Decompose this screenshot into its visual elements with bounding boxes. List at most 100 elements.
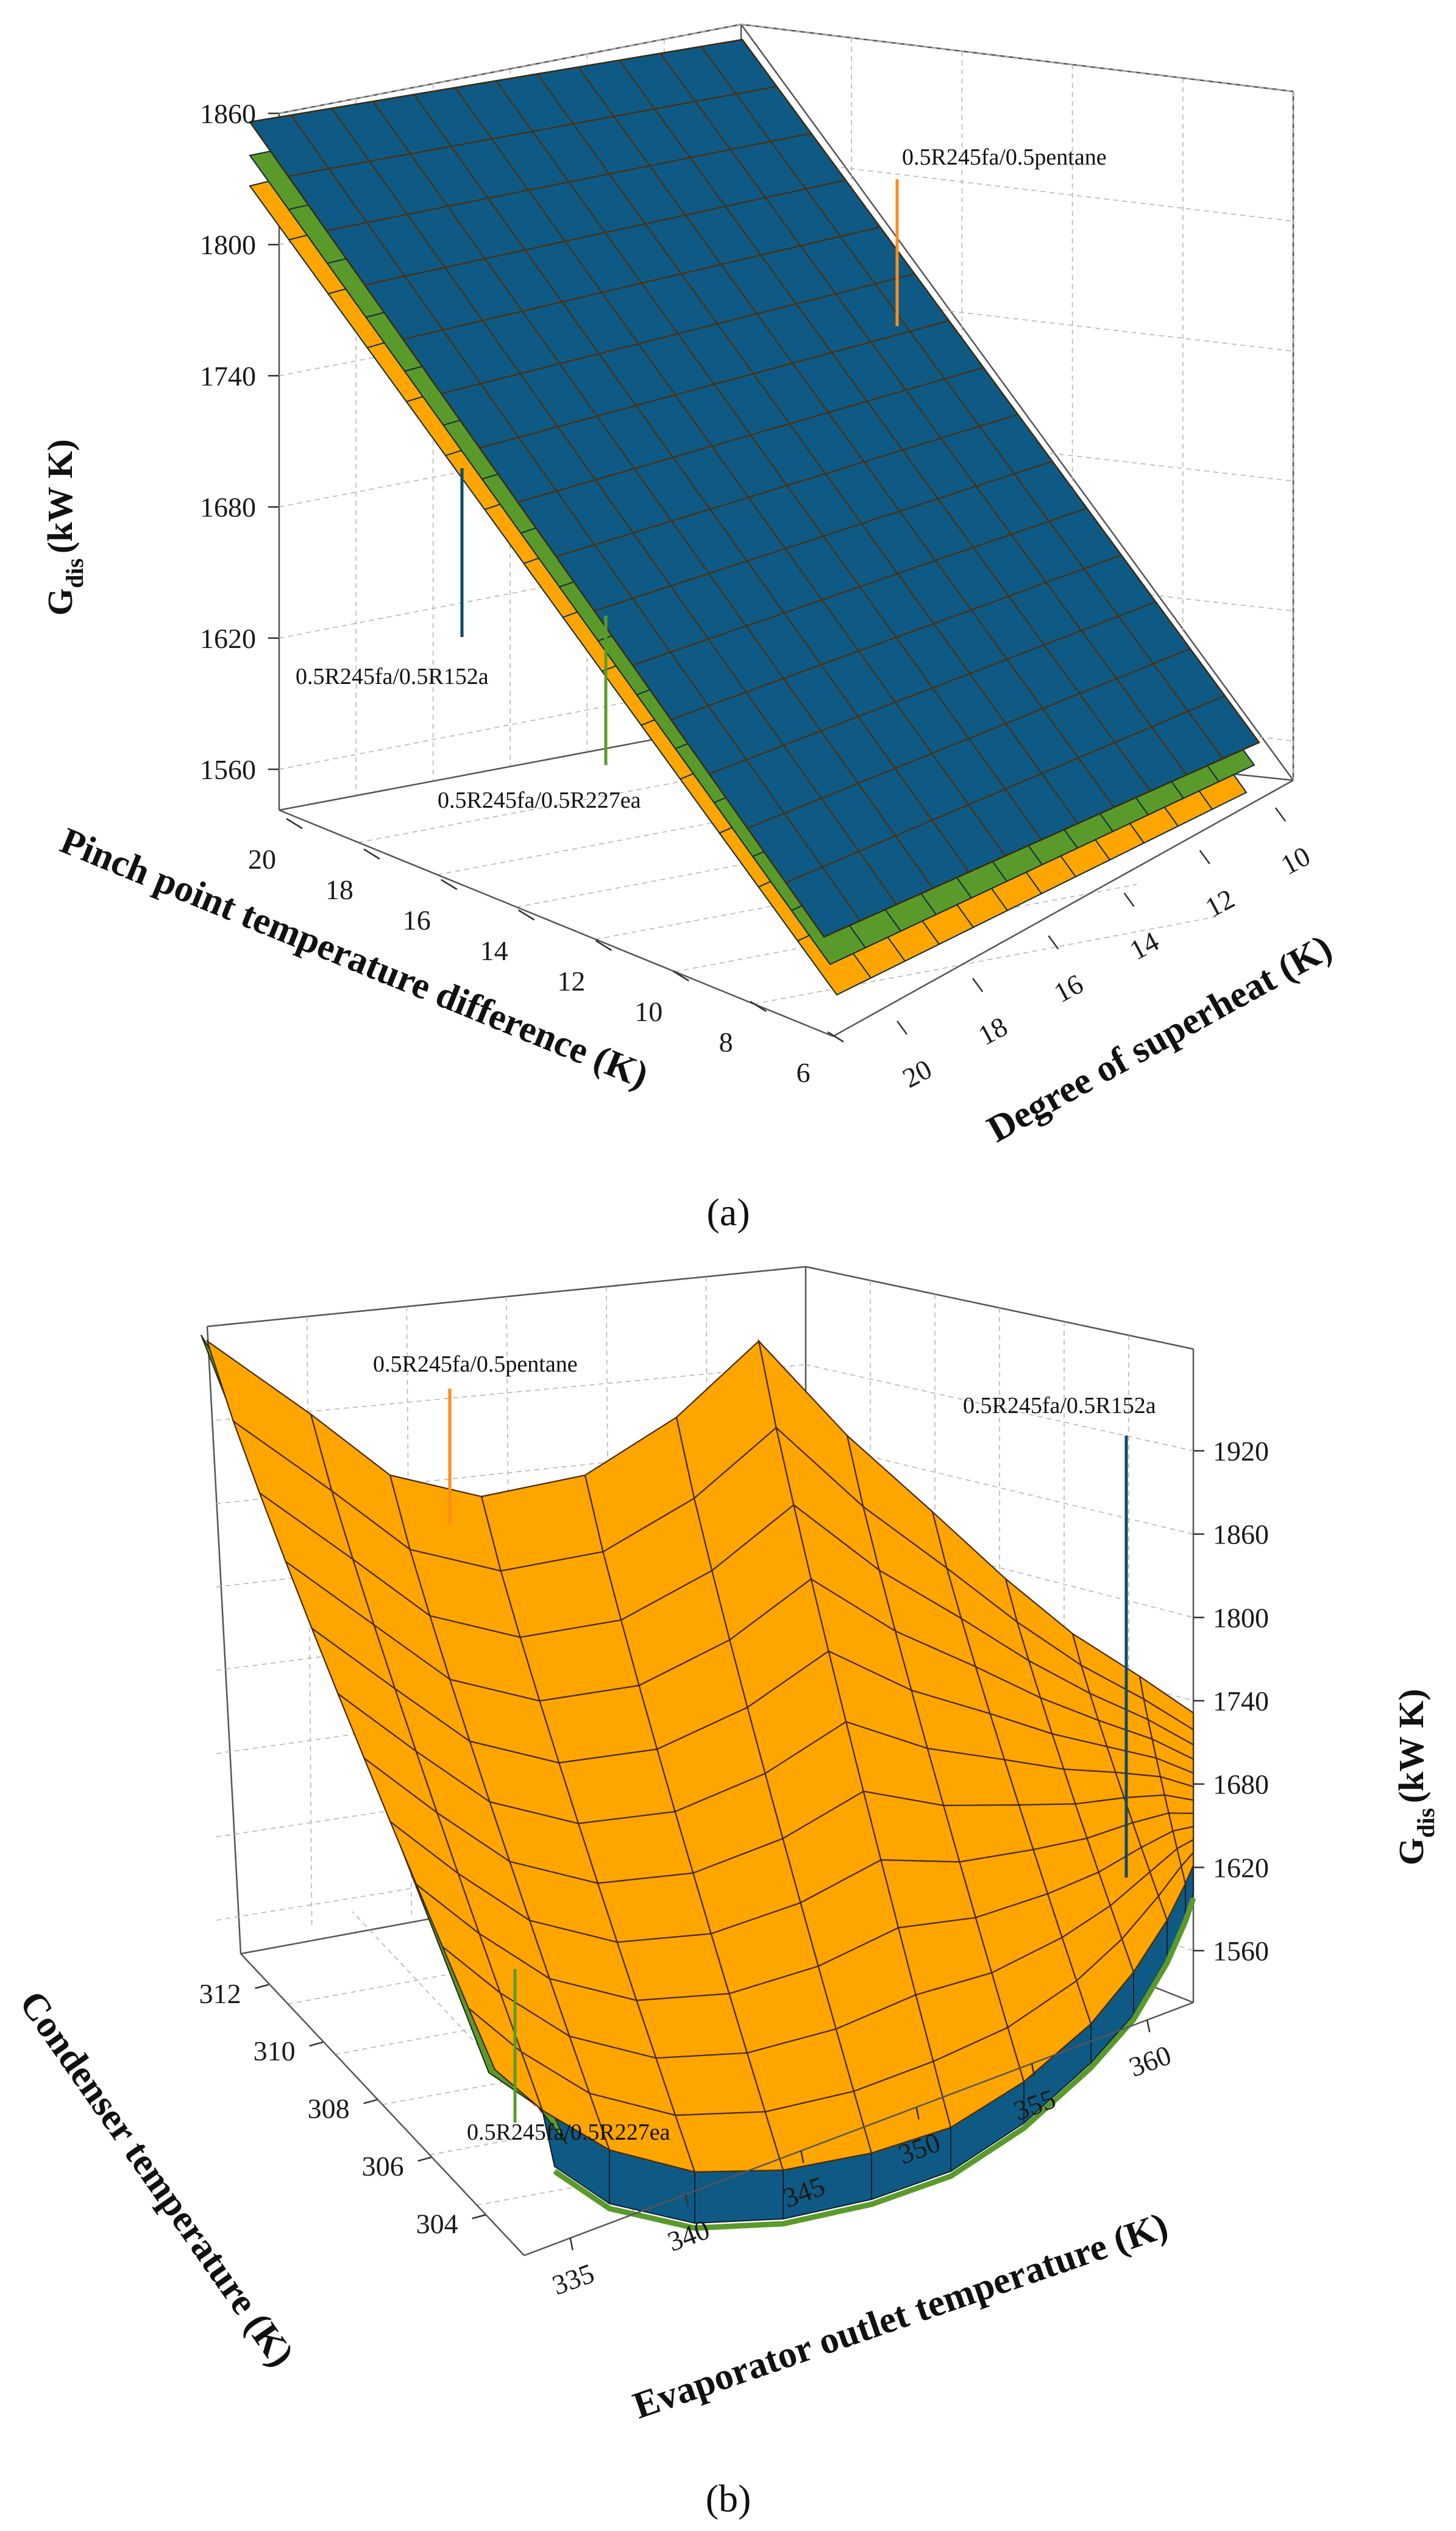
surface-mesh-line — [326, 132, 812, 232]
panel-b: 1920 1860 1800 1740 1680 1620 1560 312 310 308 306… — [12, 1266, 1440, 2520]
z-tick-label: 1920 — [1213, 1436, 1269, 1467]
y-tick-label: 20 — [897, 1053, 937, 1094]
y-tick-label: 10 — [1276, 840, 1315, 881]
x-tick-label: 308 — [308, 2093, 350, 2124]
y-tick-mark — [1199, 850, 1210, 864]
x-tick-mark — [363, 2099, 377, 2104]
y-tick-label: 12 — [1200, 883, 1240, 924]
x-tick-label: 20 — [248, 844, 276, 875]
surface-mesh-line — [290, 115, 861, 922]
x-tick-label: 6 — [797, 1057, 811, 1088]
panel-a-surfaces — [248, 38, 1260, 996]
z-tick-label: 1860 — [1213, 1519, 1269, 1550]
surface-0.5R245fa/0.5pentane — [205, 1339, 1195, 2173]
surface-cell — [1114, 1771, 1166, 1799]
x-tick-label: 310 — [254, 2035, 296, 2066]
y-tick-mark — [972, 978, 984, 992]
panel-a-caption: (a) — [706, 1191, 750, 1234]
y-tick-label: 360 — [1125, 2039, 1175, 2083]
panel-b-x-axis-line — [240, 1953, 525, 2256]
surface-mesh-line — [536, 73, 1079, 824]
x-tick-label: 8 — [719, 1027, 733, 1058]
surface-mesh-line — [785, 695, 1225, 883]
panel-a: 1860180017401680162015602018161412108610… — [40, 23, 1339, 1234]
surface-mesh-line — [556, 413, 1018, 558]
z-tick-label: 1680 — [1213, 1769, 1269, 1800]
y-tick-label: 335 — [548, 2257, 598, 2301]
x-tick-mark — [441, 878, 458, 891]
z-tick-label: 1620 — [200, 623, 256, 654]
panel-b-y-axis-line — [524, 2001, 1194, 2257]
annotation-r152a-b: 0.5R245fa/0.5R152a — [963, 1393, 1156, 1419]
z-gridline-left — [216, 1364, 806, 1421]
z-tick-label: 1560 — [1213, 1935, 1269, 1967]
y-tick-mark — [915, 2107, 920, 2120]
surface-mesh-line — [709, 601, 1156, 775]
x-tick-mark — [517, 909, 535, 921]
y-tick-mark — [569, 2238, 574, 2251]
z-gridline-right — [740, 24, 1294, 92]
x-tick-mark — [472, 2214, 486, 2220]
x-tick-label: 18 — [325, 874, 353, 905]
surface-0.5R245fa/0.5R152a — [248, 38, 1260, 938]
y-tick-mark — [1048, 935, 1059, 950]
surface-mesh-line — [402, 226, 881, 340]
x-tick-label: 312 — [199, 1978, 241, 2009]
y-tick-mark — [1146, 2020, 1151, 2032]
surface-mesh-line — [517, 367, 984, 503]
surface-mesh-line — [670, 554, 1122, 721]
z-tick-label: 1800 — [200, 229, 256, 260]
x-tick-mark — [827, 1031, 844, 1043]
surface-cell — [636, 1993, 748, 2059]
annotation-r227ea-b: 0.5R245fa/0.5R227ea — [467, 2120, 670, 2145]
surface-cell — [1180, 1851, 1195, 1886]
z-tick-label: 1740 — [200, 360, 256, 391]
x-tick-mark — [595, 939, 613, 952]
y-tick-label: 16 — [1049, 968, 1088, 1009]
panel-a-z-axis-label: Gdis(kW K) — [40, 439, 88, 616]
x-tick-label: 10 — [634, 996, 662, 1027]
surface-mesh-line — [479, 320, 950, 449]
z-tick-label: 1680 — [200, 492, 256, 523]
surface-cell — [577, 1810, 694, 1884]
surface-cell — [558, 1748, 677, 1824]
surface-mesh-line — [594, 460, 1053, 612]
y-tick-mark — [1123, 892, 1135, 907]
y-tick-mark — [896, 1020, 908, 1035]
surface-mesh-line — [747, 648, 1191, 829]
surface-mesh-line — [632, 507, 1087, 666]
y-tick-mark — [1031, 2063, 1035, 2076]
z-tick-label: 1620 — [1213, 1852, 1269, 1883]
panel-b-surfaces — [201, 1334, 1196, 2231]
x-tick-label: 16 — [403, 905, 431, 936]
surface-mesh-line — [577, 66, 1115, 808]
panel-b-caption: (b) — [706, 2477, 751, 2520]
annotation-pentane-b: 0.5R245fa/0.5pentane — [373, 1351, 578, 1377]
surface-cell — [597, 1872, 712, 1943]
z-tick-label: 1560 — [200, 754, 256, 785]
surface-mesh-line — [542, 2110, 555, 2167]
annotation-r152a-a: 0.5R245fa/0.5R152a — [296, 664, 489, 689]
surface-mesh-line — [441, 273, 915, 394]
x-tick-mark — [750, 1000, 767, 1013]
panel-a-y-axis-line — [833, 779, 1294, 1038]
y-tick-mark — [800, 2151, 804, 2163]
surface-cell — [616, 1933, 730, 2001]
surface-mesh-line — [288, 85, 777, 177]
surface-sheet — [248, 38, 1260, 938]
x-tick-mark — [672, 970, 689, 982]
surface-mesh-line — [659, 52, 1187, 775]
x-tick-mark — [286, 817, 303, 830]
y-tick-mark — [684, 2194, 689, 2207]
annotation-r227ea-a: 0.5R245fa/0.5R227ea — [438, 788, 641, 813]
panel-a-y-axis-label: Degree of superheat (K) — [981, 927, 1339, 1150]
panel-a-x-axis-line — [279, 809, 834, 1038]
x-tick-label: 12 — [557, 966, 585, 997]
panel-b-z-axis-label: Gdis(kW K) — [1391, 1689, 1440, 1865]
x-tick-mark — [417, 2156, 431, 2162]
z-tick-label: 1740 — [1213, 1686, 1269, 1717]
surface-mesh-line — [553, 1897, 1196, 2231]
surface-mesh-line — [331, 107, 897, 905]
x-tick-mark — [255, 1984, 269, 1989]
